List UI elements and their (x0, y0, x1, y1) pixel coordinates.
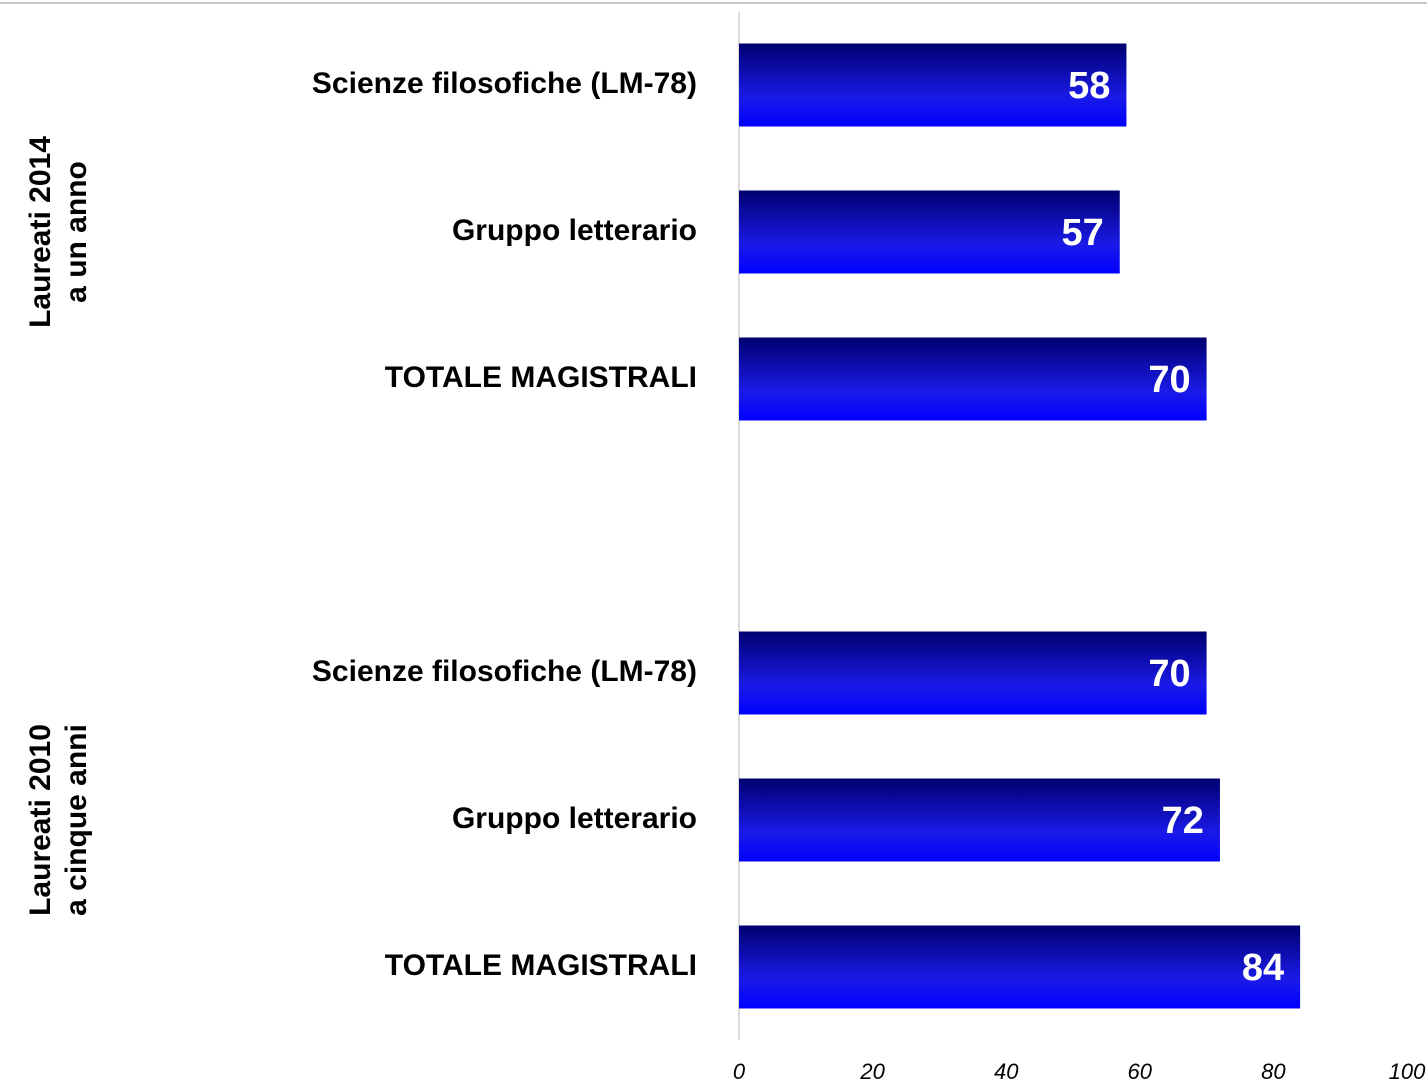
category-label: TOTALE MAGISTRALI (385, 361, 697, 394)
value-label: 84 (1242, 947, 1284, 989)
bar (739, 190, 1120, 274)
value-label: 70 (1148, 653, 1190, 695)
value-label: 57 (1061, 212, 1103, 254)
group-label: Laureati 2010 a cinque anni (24, 724, 93, 916)
x-tick-label: 80 (1261, 1059, 1286, 1084)
x-tick-label: 40 (994, 1059, 1019, 1084)
group-label-line: a cinque anni (60, 724, 93, 916)
category-label: TOTALE MAGISTRALI (385, 949, 697, 982)
category-label: Scienze filosofiche (LM-78) (312, 655, 697, 688)
x-tick-label: 60 (1128, 1059, 1153, 1084)
bar (739, 631, 1207, 715)
x-tick-label: 100 (1389, 1059, 1426, 1084)
value-label: 58 (1068, 65, 1110, 107)
value-label: 72 (1162, 800, 1204, 842)
category-label: Gruppo letterario (452, 214, 697, 247)
bar (739, 778, 1220, 862)
value-label: 70 (1148, 359, 1190, 401)
bar (739, 337, 1207, 421)
x-tick-label: 0 (733, 1059, 746, 1084)
category-label: Gruppo letterario (452, 802, 697, 835)
bar (739, 925, 1301, 1009)
category-label: Scienze filosofiche (LM-78) (312, 67, 697, 100)
x-tick-label: 20 (859, 1059, 885, 1084)
bar (739, 43, 1127, 127)
group-label-line: Laureati 2010 (24, 724, 57, 916)
group-label-line: Laureati 2014 (24, 136, 57, 328)
group-label: Laureati 2014 a un anno (24, 136, 93, 328)
group-label-line: a un anno (60, 161, 93, 303)
